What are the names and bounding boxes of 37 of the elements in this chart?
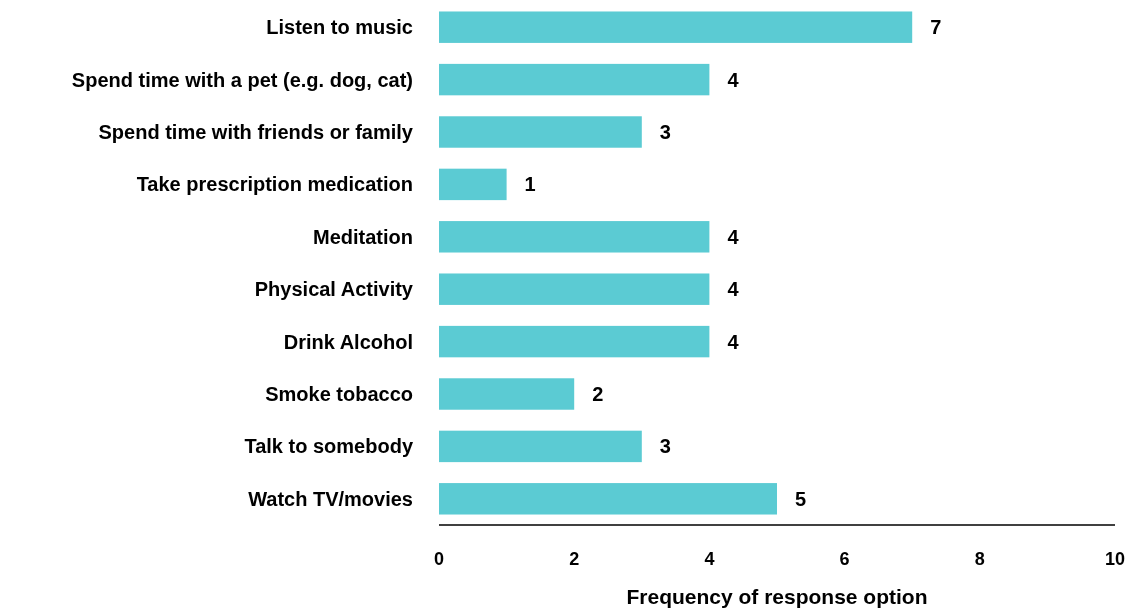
data-label: 5 — [795, 487, 807, 510]
data-label: 1 — [524, 173, 536, 196]
y-tick-label: Talk to somebody — [244, 435, 414, 458]
bar — [439, 483, 777, 515]
bar — [439, 378, 575, 410]
bar — [439, 11, 913, 43]
bar — [439, 221, 710, 253]
bar — [439, 63, 710, 96]
bar — [439, 430, 642, 463]
y-tick-label: Take prescription medication — [136, 173, 413, 196]
bar — [439, 325, 710, 358]
x-axis-title: Frequency of response option — [626, 585, 928, 608]
y-tick-label: Watch TV/movies — [248, 487, 413, 510]
y-tick-label: Spend time with a pet (e.g. dog, cat) — [71, 68, 413, 91]
data-label: 4 — [727, 278, 740, 301]
y-tick-label: Meditation — [313, 225, 413, 248]
y-tick-label: Physical Activity — [254, 278, 414, 301]
x-tick-label: 10 — [1104, 549, 1126, 569]
data-label: 4 — [727, 68, 740, 91]
data-label: 3 — [659, 435, 671, 458]
bar — [439, 116, 642, 148]
x-tick-label: 2 — [569, 549, 580, 569]
x-tick-label: 0 — [433, 549, 445, 569]
data-label: 3 — [659, 121, 671, 143]
y-tick-label: Drink Alcohol — [283, 330, 413, 353]
x-tick-label: 8 — [974, 549, 985, 569]
y-tick-label: Smoke tobacco — [265, 383, 413, 405]
data-label: 4 — [727, 330, 740, 353]
data-label: 2 — [592, 383, 604, 405]
y-tick-label: Spend time with friends or family — [98, 121, 414, 143]
y-tick-label: Listen to music — [266, 16, 413, 39]
data-label: 4 — [727, 225, 740, 248]
data-label: 7 — [930, 16, 942, 39]
x-tick-label: 4 — [704, 549, 715, 569]
bar — [439, 273, 710, 305]
x-tick-label: 6 — [839, 549, 850, 569]
bar — [439, 168, 507, 201]
